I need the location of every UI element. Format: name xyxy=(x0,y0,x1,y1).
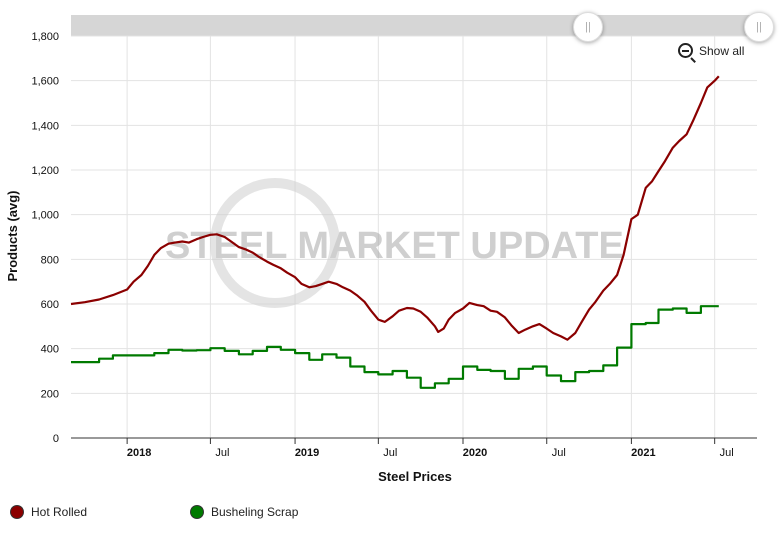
series-lines xyxy=(70,75,720,389)
series-line-hot-rolled[interactable] xyxy=(70,75,720,341)
zoom-out-icon xyxy=(678,43,693,58)
legend-swatch-hot-rolled xyxy=(10,505,24,519)
y-tick-label: 1,000 xyxy=(31,210,59,222)
x-tick-label: Jul xyxy=(215,447,229,459)
series-line-busheling-scrap[interactable] xyxy=(71,305,719,389)
x-tick-label: 2021 xyxy=(631,447,655,459)
y-tick-label: 1,200 xyxy=(31,165,59,177)
y-tick-label: 600 xyxy=(41,299,59,311)
legend-swatch-busheling-scrap xyxy=(190,505,204,519)
show-all-label: Show all xyxy=(699,43,745,58)
watermark-text: STEEL MARKET UPDATE xyxy=(165,225,624,267)
x-tick-label: 2020 xyxy=(463,447,487,459)
legend-item-hot-rolled[interactable]: Hot Rolled xyxy=(10,505,87,519)
legend-item-busheling-scrap[interactable]: Busheling Scrap xyxy=(190,505,298,519)
navigator-track[interactable] xyxy=(71,15,757,36)
x-axis-title: Steel Prices xyxy=(378,469,452,484)
y-tick-label: 1,400 xyxy=(31,120,59,132)
x-tick-label: Jul xyxy=(552,447,566,459)
navigator-handle-right[interactable]: || xyxy=(744,12,774,42)
navigator-handle-left[interactable]: || xyxy=(573,12,603,42)
y-tick-label: 200 xyxy=(41,388,59,400)
x-tick-label: 2018 xyxy=(127,447,151,459)
y-tick-label: 1,600 xyxy=(31,76,59,88)
x-tick-label: Jul xyxy=(720,447,734,459)
y-axis-title: Products (avg) xyxy=(5,190,20,281)
legend-label-busheling-scrap: Busheling Scrap xyxy=(211,505,299,519)
y-tick-label: 800 xyxy=(41,254,59,266)
y-tick-label: 400 xyxy=(41,344,59,356)
y-axis-ticks: 0 200 400 600 800 1,000 1,200 1,400 1,600 1,800 xyxy=(31,31,59,445)
legend-label-hot-rolled: Hot Rolled xyxy=(31,505,88,519)
show-all-button[interactable]: Show all xyxy=(678,43,744,58)
watermark-logo: STEEL MARKET UPDATE xyxy=(165,178,624,308)
watermark-circle xyxy=(210,178,340,308)
y-tick-label: 1,800 xyxy=(31,31,59,43)
x-tick-label: Jul xyxy=(383,447,397,459)
y-tick-label: 0 xyxy=(53,433,59,445)
x-tick-label: 2019 xyxy=(295,447,319,459)
x-axis-ticks: 2018 Jul 2019 Jul 2020 Jul 2021 Jul xyxy=(126,438,734,459)
